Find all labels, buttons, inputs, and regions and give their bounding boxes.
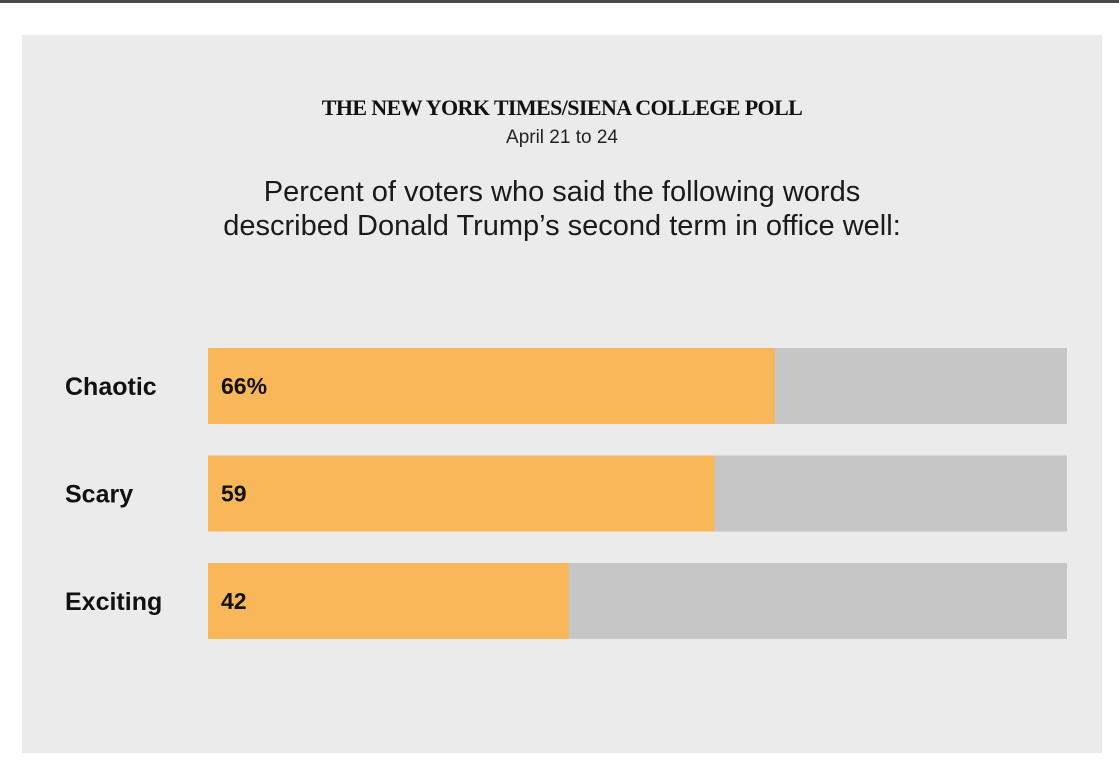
question-line-2: described Donald Trump’s second term in … <box>223 210 901 242</box>
category-label-scary: Scary <box>65 481 133 509</box>
top-rule <box>0 0 1119 3</box>
value-label-exciting: 42 <box>221 588 247 614</box>
question-line-1: Percent of voters who said the following… <box>263 176 861 208</box>
poll-masthead: THE NEW YORK TIMES/SIENA COLLEGE POLL <box>321 95 803 120</box>
bar-exciting <box>208 563 569 639</box>
chart-panel: THE NEW YORK TIMES/SIENA COLLEGE POLL Ap… <box>22 35 1102 753</box>
poll-dates: April 21 to 24 <box>506 127 618 148</box>
bar-chart: Chaotic 66% Scary 59 Exciting 42 <box>65 348 1067 639</box>
value-label-chaotic: 66% <box>221 373 267 399</box>
bar-chaotic <box>208 348 775 424</box>
value-label-scary: 59 <box>221 481 247 507</box>
category-label-chaotic: Chaotic <box>65 373 157 401</box>
chart-question: Percent of voters who said the following… <box>22 175 1102 243</box>
bar-scary <box>208 455 715 532</box>
category-label-exciting: Exciting <box>65 588 162 616</box>
